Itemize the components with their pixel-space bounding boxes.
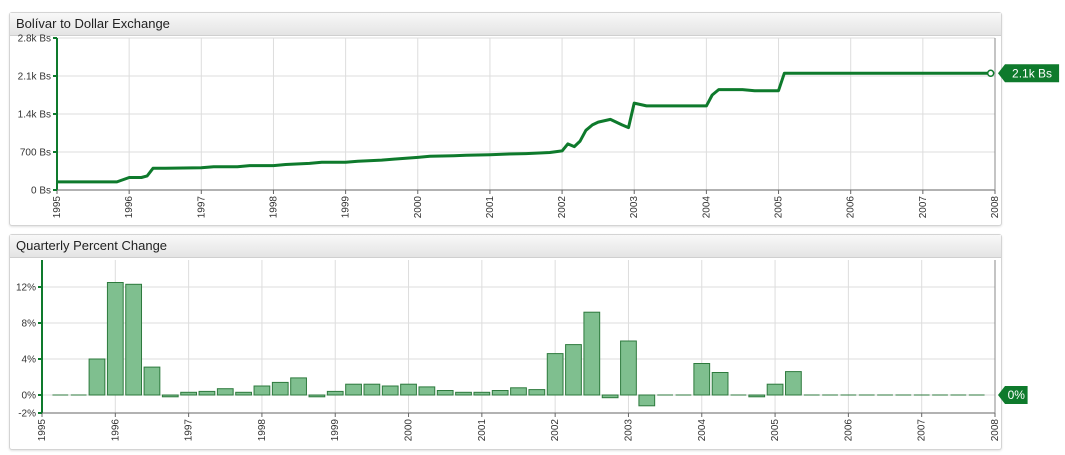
exchange-x-tick-label-2005: 2005 xyxy=(774,196,785,219)
percent-bar-36 xyxy=(711,372,729,396)
percent-bar-14 xyxy=(308,394,326,398)
percent-x-tick-label-2002: 2002 xyxy=(550,419,561,442)
exchange-x-tick-label-1997: 1997 xyxy=(196,196,207,219)
percent-bar-10 xyxy=(235,391,252,396)
percent-bar-7 xyxy=(180,391,197,396)
percent-x-tick-label-2008: 2008 xyxy=(990,419,1001,442)
percent-bar-21 xyxy=(436,390,454,396)
percent-bar-20 xyxy=(418,386,436,396)
percent-bar-32 xyxy=(638,394,656,407)
exchange-y-tick-label-2: 1.4k Bs xyxy=(18,110,51,121)
exchange-x-tick-label-2001: 2001 xyxy=(485,196,496,219)
percent-x-tick-label-1996: 1996 xyxy=(110,419,121,442)
exchange-y-tick-label-3: 2.1k Bs xyxy=(18,72,51,83)
exchange-panel-title: Bolívar to Dollar Exchange xyxy=(10,13,1001,36)
exchange-x-tick-label-1996: 1996 xyxy=(124,196,135,219)
percent-x-tick-label-2004: 2004 xyxy=(697,419,708,442)
exchange-x-tick-label-1998: 1998 xyxy=(268,196,279,219)
exchange-x-tick-label-1999: 1999 xyxy=(341,196,352,219)
percent-bar-23 xyxy=(473,391,491,396)
percent-bar-11 xyxy=(253,385,271,396)
percent-last-value-badge: 0% xyxy=(1008,388,1026,402)
percent-bar-15 xyxy=(326,390,344,396)
percent-bar-28 xyxy=(565,344,582,396)
percent-x-tick-label-1997: 1997 xyxy=(184,419,195,442)
exchange-x-tick-label-2008: 2008 xyxy=(990,196,1001,219)
exchange-series-line xyxy=(57,71,991,184)
percent-bar-12 xyxy=(271,381,289,396)
percent-y-tick-label-1: 0% xyxy=(22,391,37,402)
percent-bar-24 xyxy=(491,390,509,396)
percent-x-tick-label-1995: 1995 xyxy=(37,419,48,442)
percent-bar-9 xyxy=(216,388,234,396)
percent-last-value-badge-bg xyxy=(998,386,1028,404)
exchange-y-tick-label-1: 700 Bs xyxy=(20,148,51,159)
percent-bar-25 xyxy=(510,387,527,396)
percent-bar-4 xyxy=(125,283,143,396)
percent-x-tick-label-2000: 2000 xyxy=(404,419,415,442)
percent-bar-26 xyxy=(528,389,546,396)
percent-x-tick-label-1999: 1999 xyxy=(330,419,341,442)
percent-bar-6 xyxy=(161,394,179,398)
percent-bar-13 xyxy=(290,377,307,396)
percent-bar-19 xyxy=(400,383,417,396)
percent-x-tick-label-2005: 2005 xyxy=(770,419,781,442)
percent-bar-22 xyxy=(455,391,472,396)
exchange-last-point xyxy=(986,69,995,78)
exchange-y-tick-label-0: 0 Bs xyxy=(31,186,51,197)
percent-x-tick-label-2007: 2007 xyxy=(917,419,928,442)
exchange-x-tick-label-2004: 2004 xyxy=(701,196,712,219)
percent-bar-27 xyxy=(546,353,564,396)
percent-bar-35 xyxy=(693,363,711,396)
percent-bar-8 xyxy=(198,390,216,396)
percent-bar-39 xyxy=(766,383,784,396)
percent-x-tick-label-2003: 2003 xyxy=(623,419,634,442)
percent-change-panel-title: Quarterly Percent Change xyxy=(10,235,1001,258)
percent-bar-16 xyxy=(345,383,362,396)
percent-bar-38 xyxy=(748,394,766,398)
percent-bar-18 xyxy=(381,385,399,396)
exchange-x-tick-label-2006: 2006 xyxy=(846,196,857,219)
percent-y-tick-label-4: 12% xyxy=(16,283,36,294)
percent-y-tick-label-3: 8% xyxy=(22,319,37,330)
percent-bar-3 xyxy=(106,282,124,396)
percent-bar-40 xyxy=(785,371,802,396)
percent-x-tick-label-1998: 1998 xyxy=(257,419,268,442)
exchange-x-tick-label-1995: 1995 xyxy=(52,196,63,219)
exchange-last-value-badge-bg xyxy=(998,64,1060,83)
percent-y-tick-label-2: 4% xyxy=(22,355,37,366)
percent-bar-31 xyxy=(620,340,637,396)
percent-bar-30 xyxy=(601,394,619,399)
exchange-y-tick-label-4: 2.8k Bs xyxy=(18,34,51,45)
percent-x-tick-label-2006: 2006 xyxy=(843,419,854,442)
percent-y-tick-label-0: -2% xyxy=(18,409,36,420)
percent-bar-5 xyxy=(143,366,161,396)
exchange-x-tick-label-2003: 2003 xyxy=(629,196,640,219)
percent-x-tick-label-2001: 2001 xyxy=(477,419,488,442)
exchange-x-tick-label-2000: 2000 xyxy=(413,196,424,219)
percent-bar-17 xyxy=(363,383,381,396)
exchange-x-tick-label-2002: 2002 xyxy=(557,196,568,219)
exchange-last-value-badge: 2.1k Bs xyxy=(1012,66,1052,80)
exchange-x-tick-label-2007: 2007 xyxy=(918,196,929,219)
percent-bar-29 xyxy=(583,311,601,396)
percent-change-panel: Quarterly Percent Change xyxy=(9,234,1002,450)
percent-bar-2 xyxy=(88,358,106,396)
